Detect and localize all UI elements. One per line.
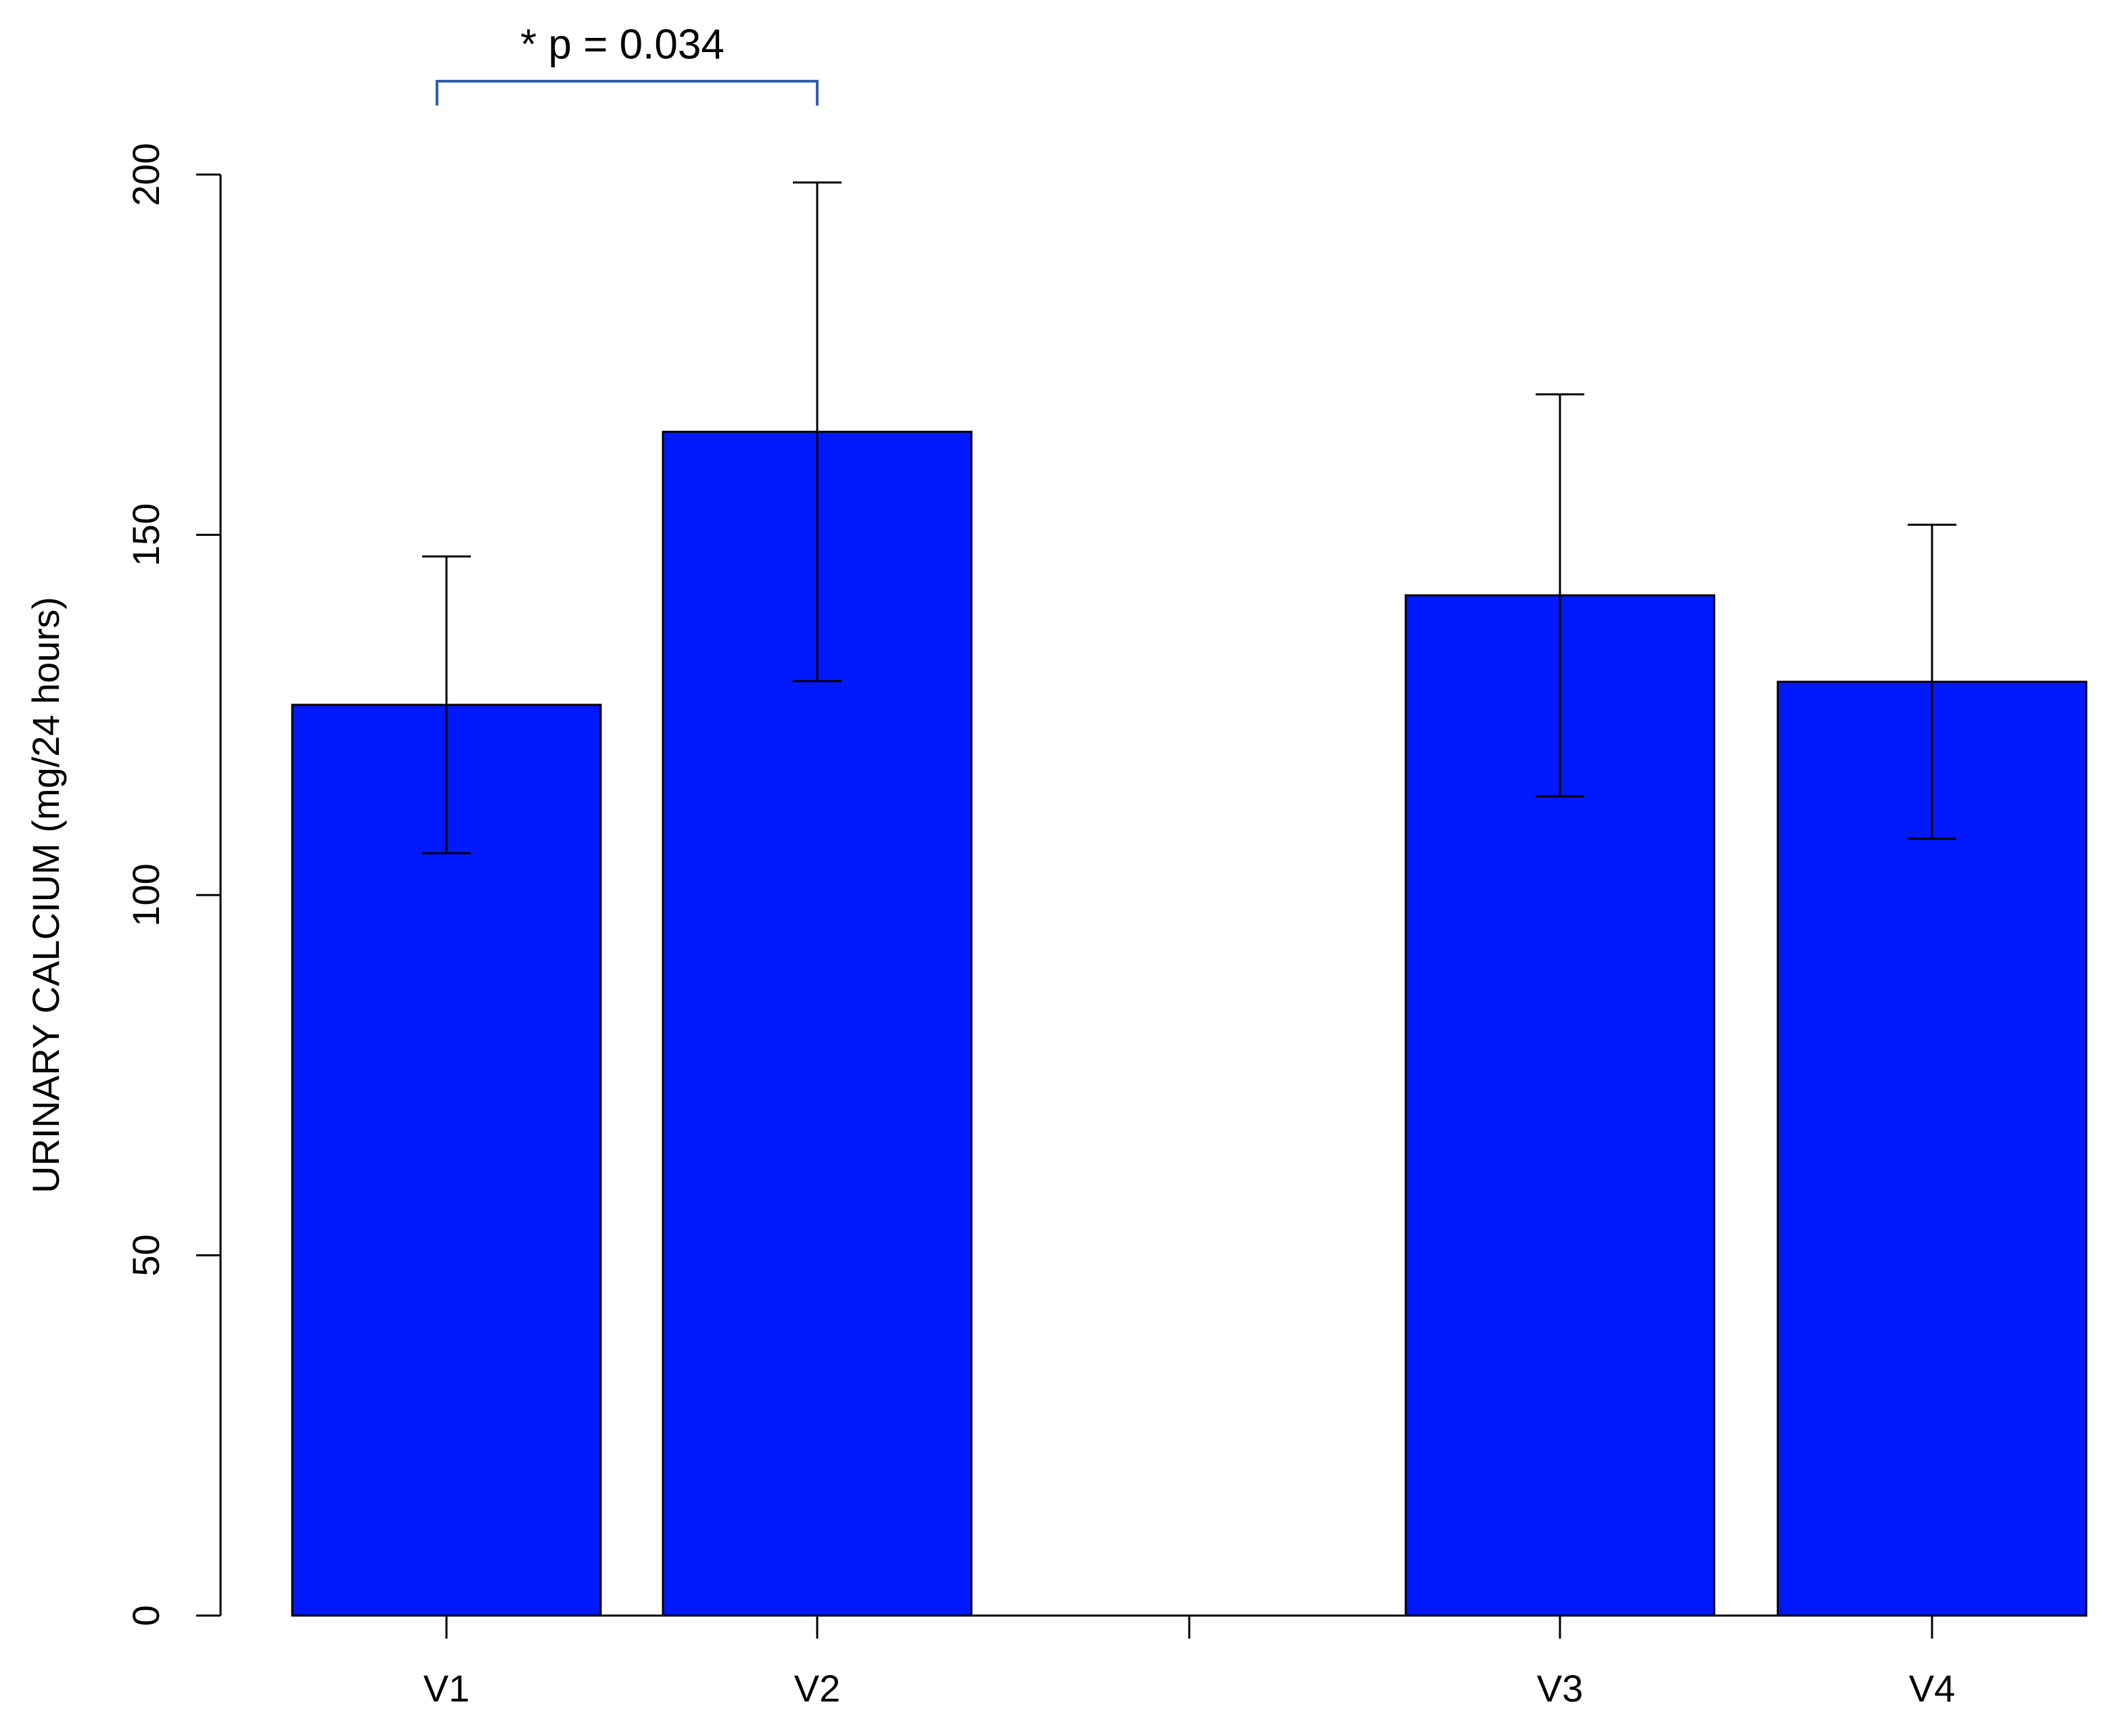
x-tick-label: V2	[794, 1667, 841, 1710]
y-tick-label: 50	[124, 1234, 167, 1276]
y-tick-label: 200	[124, 143, 167, 206]
x-tick-label: V3	[1537, 1667, 1584, 1710]
y-tick-label: 100	[124, 863, 167, 926]
y-tick-label: 150	[124, 503, 167, 566]
significance-bracket	[436, 80, 819, 106]
y-axis-label: URINARY CALCIUM (mg/24 hours)	[24, 597, 67, 1193]
annotation: * p = 0.034	[520, 21, 725, 68]
x-tick-label: V4	[1909, 1667, 1956, 1710]
bar	[291, 704, 602, 1617]
y-tick-label: 0	[124, 1605, 167, 1626]
x-tick-label: V1	[423, 1667, 470, 1710]
